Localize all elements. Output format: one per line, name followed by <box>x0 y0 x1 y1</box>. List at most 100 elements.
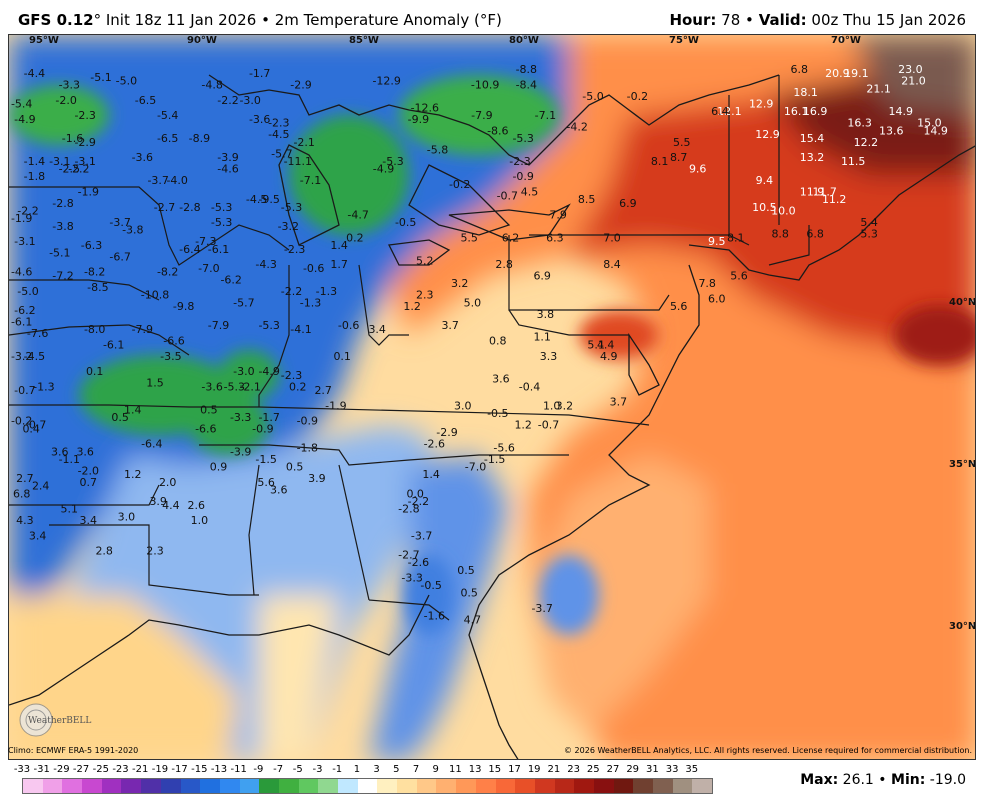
colorbar-tick-label: -31 <box>33 764 50 775</box>
anomaly-value-label: -0.4 <box>519 380 540 393</box>
anomaly-value-label: 2.7 <box>314 384 332 397</box>
anomaly-value-label: 3.2 <box>556 400 574 413</box>
anomaly-value-label: 0.5 <box>460 587 478 600</box>
colorbar-cell <box>515 779 535 793</box>
anomaly-value-label: 15.4 <box>800 132 825 145</box>
colorbar-cell <box>574 779 594 793</box>
lon-85-label: 85°W <box>349 35 379 46</box>
anomaly-value-label: -3.5 <box>160 350 181 363</box>
anomaly-value-label: -1.7 <box>258 411 279 424</box>
colorbar-cell <box>554 779 575 793</box>
anomaly-value-label: -5.1 <box>90 71 111 84</box>
anomaly-value-label: 16.9 <box>803 105 828 118</box>
model-name: GFS 0.12 <box>18 11 94 29</box>
anomaly-value-label: 15.0 <box>917 117 942 130</box>
colorbar <box>22 778 714 794</box>
anomaly-value-label: -2.6 <box>424 438 445 451</box>
lat-30-label: 30°N <box>949 621 976 632</box>
anomaly-value-label: 1.4 <box>422 468 440 481</box>
title-bullet: • <box>261 11 270 29</box>
anomaly-value-label: 9.6 <box>689 163 707 176</box>
colorbar-tick-label: -11 <box>230 764 247 775</box>
anomaly-value-label: 12.2 <box>854 136 879 149</box>
anomaly-value-label: -1.8 <box>297 442 318 455</box>
anomaly-value-label: -4.6 <box>217 163 238 176</box>
anomaly-value-label: -3.1 <box>74 155 95 168</box>
anomaly-value-label: -0.5 <box>420 579 441 592</box>
anomaly-value-label: -5.0 <box>116 75 137 88</box>
anomaly-value-label: -6.1 <box>103 338 124 351</box>
colorbar-cell <box>200 779 220 793</box>
colorbar-tick-label: -9 <box>253 764 264 775</box>
colorbar-tick-label: -7 <box>273 764 284 775</box>
anomaly-value-label: -1.8 <box>24 170 45 183</box>
anomaly-value-label: -2.3 <box>509 155 530 168</box>
anomaly-value-label: -3.8 <box>122 224 143 237</box>
anomaly-value-label: -0.9 <box>252 422 273 435</box>
colorbar-tick-label: 7 <box>412 764 420 775</box>
anomaly-value-label: 8.5 <box>578 193 596 206</box>
anomaly-value-label: 6.3 <box>546 231 564 244</box>
lon-95-label: 95°W <box>29 35 59 46</box>
anomaly-value-label: -2.5 <box>59 163 80 176</box>
anomaly-value-label: 12.9 <box>755 128 780 141</box>
anomaly-value-label: -3.1 <box>49 155 70 168</box>
anomaly-value-label: -3.2 <box>11 350 32 363</box>
anomaly-value-label: -2.9 <box>436 426 457 439</box>
anomaly-value-label: -3.3 <box>230 411 251 424</box>
anomaly-value-label: -1.1 <box>59 453 80 466</box>
anomaly-value-label: 6.2 <box>502 231 520 244</box>
valid-info: Hour: 78 • Valid: 00z Thu 15 Jan 2026 <box>669 11 966 29</box>
anomaly-value-label: -3.7 <box>531 602 552 615</box>
anomaly-value-label: 5.0 <box>464 296 482 309</box>
anomaly-value-label: -4.5 <box>24 350 45 363</box>
colorbar-cell <box>633 779 653 793</box>
anomaly-value-label: 16.1 <box>784 105 809 118</box>
anomaly-value-label: -0.2 <box>449 178 470 191</box>
anomaly-value-label: 6.8 <box>806 228 824 241</box>
anomaly-value-label: 3.4 <box>80 514 98 527</box>
anomaly-value-label: -2.1 <box>239 380 260 393</box>
anomaly-value-label: 1.0 <box>543 400 561 413</box>
anomaly-value-label: 13.2 <box>800 151 825 164</box>
anomaly-value-label: -2.3 <box>74 109 95 122</box>
coordinate-labels: 95°W 90°W 85°W 80°W 75°W 70°W 40°N 35°N … <box>29 35 976 632</box>
graticule-ticks <box>40 35 975 626</box>
anomaly-value-label: -5.6 <box>493 442 514 455</box>
anomaly-value-label: -1.3 <box>316 285 337 298</box>
anomaly-value-label: -7.2 <box>52 270 73 283</box>
colorbar-cell <box>160 779 181 793</box>
hour-label: Hour: <box>669 11 717 29</box>
anomaly-value-label: -3.7 <box>411 529 432 542</box>
anomaly-value-label: -3.3 <box>401 571 422 584</box>
anomaly-value-label: -3.6 <box>201 380 222 393</box>
anomaly-value-label: -6.7 <box>109 250 130 263</box>
anomaly-value-label: -4.5 <box>246 193 267 206</box>
anomaly-value-label: -2.3 <box>268 117 289 130</box>
anomaly-value-label: 10.0 <box>771 205 796 218</box>
anomaly-value-label: 19.1 <box>844 67 869 80</box>
anomaly-value-label: 3.6 <box>492 373 510 386</box>
anomaly-value-label: -10.8 <box>141 289 169 302</box>
lon-70-label: 70°W <box>831 35 861 46</box>
anomaly-value-label: -6.2 <box>14 304 35 317</box>
anomaly-value-label: 13.6 <box>879 124 904 137</box>
colorbar-tick-label: -21 <box>132 764 149 775</box>
anomaly-value-label: 2.3 <box>146 545 164 558</box>
colorbar-cell <box>338 779 358 793</box>
max-min-readout: Max: 26.1 • Min: -19.0 <box>800 772 966 788</box>
anomaly-value-label: -2.2 <box>408 495 429 508</box>
colorbar-tick-label: 35 <box>685 764 699 775</box>
lon-75-label: 75°W <box>669 35 699 46</box>
anomaly-value-label: 5.6 <box>257 476 275 489</box>
anomaly-value-label: 1.5 <box>146 377 164 390</box>
anomaly-value-label: 2.7 <box>16 472 34 485</box>
anomaly-value-label: 8.1 <box>727 231 745 244</box>
anomaly-value-label: -0.9 <box>297 415 318 428</box>
anomaly-value-label: -4.4 <box>24 67 45 80</box>
anomaly-value-label: -8.9 <box>189 132 210 145</box>
anomaly-value-label: 5.4 <box>860 216 878 229</box>
anomaly-value-label: 0.1 <box>333 350 351 363</box>
anomaly-value-label: -3.9 <box>230 445 251 458</box>
anomaly-value-label: -2.2 <box>17 205 38 218</box>
